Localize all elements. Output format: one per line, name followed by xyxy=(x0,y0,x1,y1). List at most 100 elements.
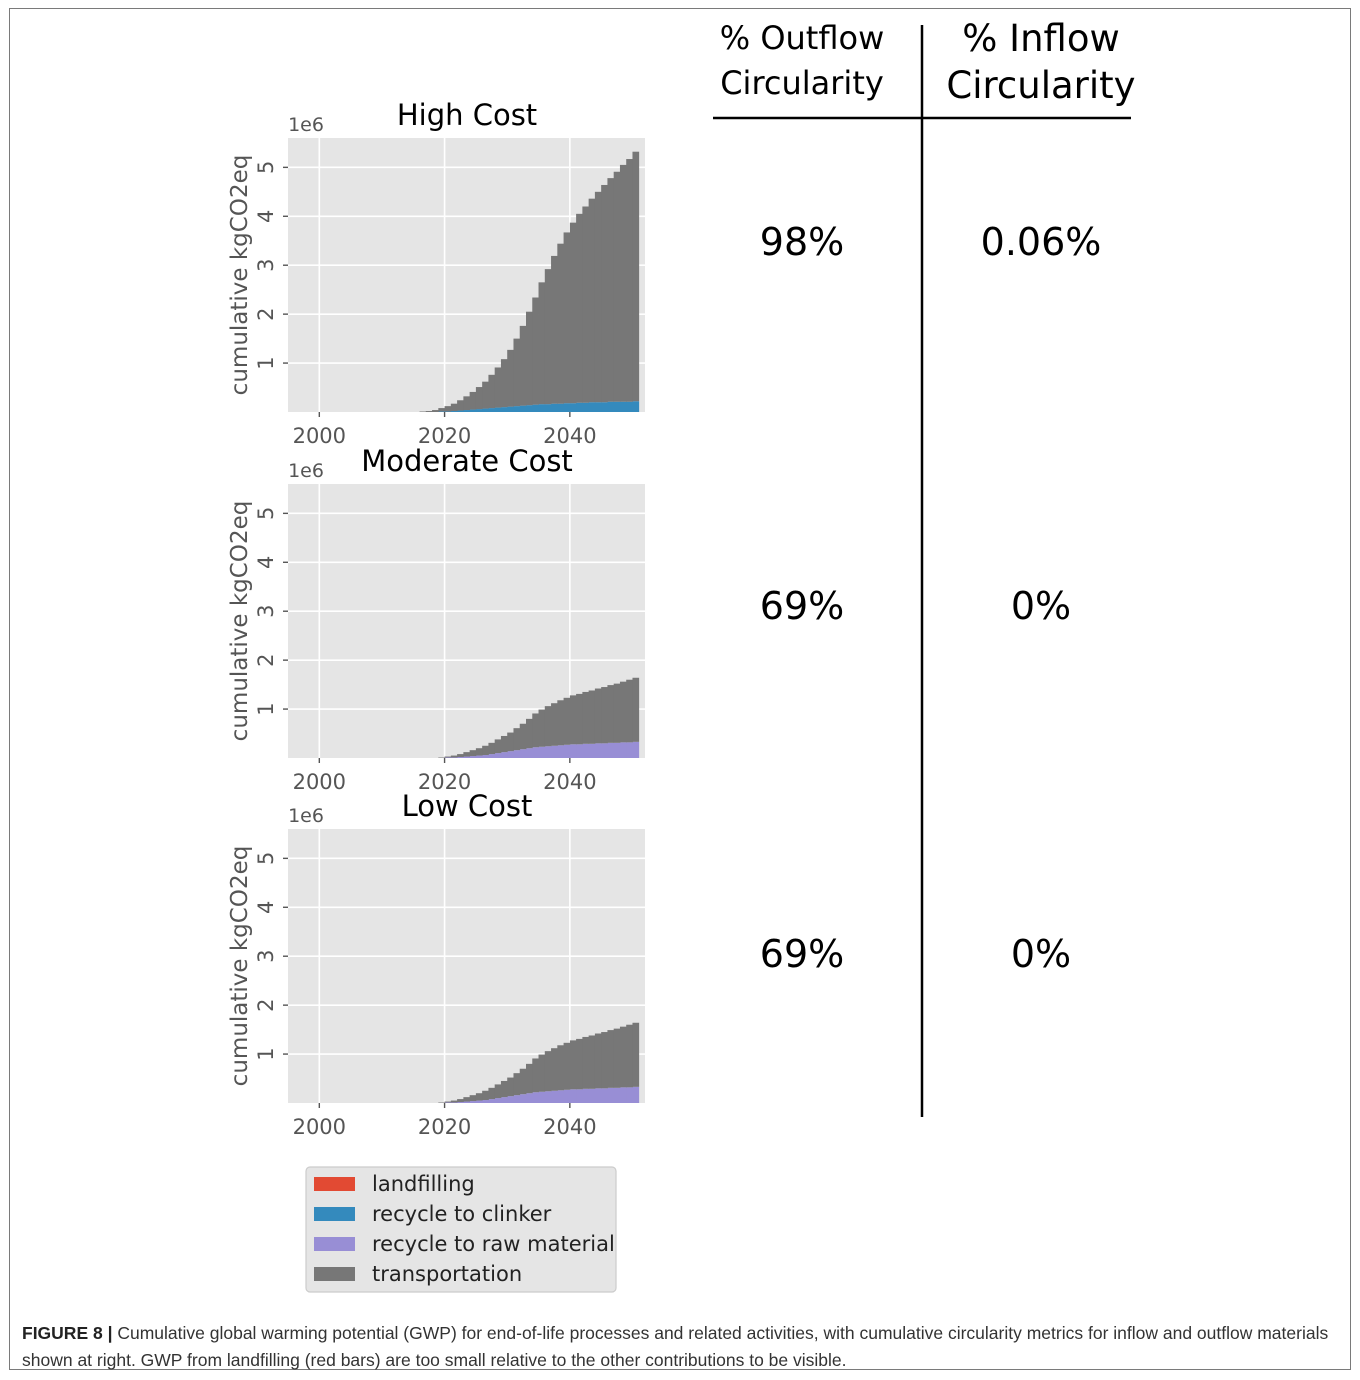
panel-high-cost: High Cost 1e6 cumulative kgCO2eq 2000 202… xyxy=(227,98,645,448)
bar-transportation xyxy=(482,745,489,756)
bar-transportation xyxy=(607,178,615,402)
bar-recycle-to-raw-material xyxy=(607,1087,615,1103)
bar-recycle-to-raw-material xyxy=(613,1087,621,1103)
bar-recycle-to-clinker xyxy=(551,403,558,412)
bar-recycle-to-clinker xyxy=(557,403,564,412)
bar-transportation xyxy=(494,739,502,754)
bar-transportation xyxy=(576,213,583,403)
bar-transportation xyxy=(507,732,514,752)
bar-recycle-to-raw-material xyxy=(613,742,621,758)
bar-transportation xyxy=(544,706,552,747)
bar-recycle-to-raw-material xyxy=(626,1087,633,1103)
legend-label: recycle to clinker xyxy=(372,1202,552,1226)
bar-recycle-to-raw-material xyxy=(532,1092,539,1103)
bar-transportation xyxy=(557,700,564,746)
bar-recycle-to-clinker xyxy=(513,406,521,412)
bar-recycle-to-raw-material xyxy=(463,1101,471,1103)
bar-recycle-to-raw-material xyxy=(588,1088,596,1103)
bar-recycle-to-clinker xyxy=(519,405,527,412)
bar-transportation xyxy=(450,755,458,758)
y-tick-label: 1 xyxy=(254,356,278,369)
bar-transportation xyxy=(432,410,439,412)
bar-recycle-to-raw-material xyxy=(544,1091,552,1103)
bar-transportation xyxy=(632,151,640,402)
bar-recycle-to-clinker xyxy=(482,408,489,412)
bar-transportation xyxy=(619,681,627,743)
bar-recycle-to-raw-material xyxy=(594,743,602,758)
bar-recycle-to-raw-material xyxy=(563,744,571,758)
bar-recycle-to-raw-material xyxy=(557,1090,564,1103)
x-tick-label: 2020 xyxy=(418,1115,471,1139)
bar-recycle-to-raw-material xyxy=(619,1087,627,1103)
bar-transportation xyxy=(601,687,608,744)
bar-transportation xyxy=(450,1100,458,1103)
bar-transportation xyxy=(538,282,546,405)
caption-text: Cumulative global warming potential (GWP… xyxy=(22,1323,1329,1370)
bar-recycle-to-raw-material xyxy=(538,746,546,758)
bar-transportation xyxy=(513,1073,521,1096)
bar-recycle-to-raw-material xyxy=(582,743,590,758)
bar-transportation xyxy=(594,191,602,403)
bar-recycle-to-clinker xyxy=(457,410,464,412)
bar-recycle-to-clinker xyxy=(601,402,608,412)
bar-recycle-to-raw-material xyxy=(513,750,521,758)
circularity-table: % Outflow Circularity % Inflow Circulari… xyxy=(713,17,1136,1117)
bar-recycle-to-raw-material xyxy=(557,745,564,758)
bar-recycle-to-raw-material xyxy=(551,745,558,758)
bar-transportation xyxy=(632,677,640,742)
bar-transportation xyxy=(538,1054,546,1092)
bar-recycle-to-raw-material xyxy=(526,748,533,758)
bar-recycle-to-raw-material xyxy=(582,1088,590,1103)
bar-transportation xyxy=(544,1051,552,1092)
bar-recycle-to-clinker xyxy=(619,401,627,412)
bar-recycle-to-raw-material xyxy=(494,1098,502,1103)
legend-swatch xyxy=(314,1267,355,1281)
bar-recycle-to-raw-material xyxy=(469,1101,477,1103)
bar-transportation xyxy=(569,695,577,745)
bar-transportation xyxy=(507,1077,514,1097)
bar-transportation xyxy=(457,400,464,411)
bar-recycle-to-clinker xyxy=(632,401,640,412)
bar-recycle-to-raw-material xyxy=(576,744,583,758)
y-tick-label: 1 xyxy=(254,1047,278,1060)
bar-recycle-to-clinker xyxy=(576,402,583,412)
bar-transportation xyxy=(576,1038,583,1090)
bar-transportation xyxy=(488,742,496,755)
bar-transportation xyxy=(425,411,433,412)
x-tick-label: 2000 xyxy=(293,424,346,448)
bar-recycle-to-clinker xyxy=(582,402,590,412)
bar-transportation xyxy=(557,243,564,404)
bar-transportation xyxy=(594,688,602,744)
y-tick-label: 1 xyxy=(254,702,278,715)
bar-recycle-to-raw-material xyxy=(619,742,627,758)
bar-recycle-to-raw-material xyxy=(526,1093,533,1103)
header-inflow-line2: Circularity xyxy=(946,64,1135,107)
caption-label: FIGURE 8 | xyxy=(22,1323,113,1343)
y-tick-label: 2 xyxy=(254,307,278,320)
figure-graphic: High Cost 1e6 cumulative kgCO2eq 2000 202… xyxy=(227,17,1136,1293)
bar-transportation xyxy=(519,723,527,750)
bar-transportation xyxy=(588,1035,596,1089)
bar-transportation xyxy=(488,374,496,409)
bar-transportation xyxy=(469,750,477,757)
bar-transportation xyxy=(576,693,583,745)
legend: landfilling recycle to clinker recycle to … xyxy=(305,1166,617,1293)
inflow-value-low: 0% xyxy=(1011,932,1071,976)
bar-transportation xyxy=(500,735,508,753)
bar-transportation xyxy=(469,391,477,410)
x-tick-label: 2020 xyxy=(418,424,471,448)
header-inflow-line1: % Inflow xyxy=(962,17,1120,60)
bar-transportation xyxy=(601,1032,608,1089)
bar-recycle-to-raw-material xyxy=(519,1094,527,1103)
bar-recycle-to-clinker xyxy=(588,402,596,412)
y-scale-label: 1e6 xyxy=(288,114,324,136)
y-scale-label: 1e6 xyxy=(288,460,324,482)
bar-transportation xyxy=(551,255,558,404)
bar-transportation xyxy=(475,748,483,756)
bar-transportation xyxy=(613,171,621,402)
bar-recycle-to-clinker xyxy=(538,404,546,412)
panel-title: Moderate Cost xyxy=(361,444,573,478)
inflow-value-high: 0.06% xyxy=(981,220,1102,264)
bar-recycle-to-clinker xyxy=(500,407,508,412)
bar-recycle-to-clinker xyxy=(469,409,477,412)
